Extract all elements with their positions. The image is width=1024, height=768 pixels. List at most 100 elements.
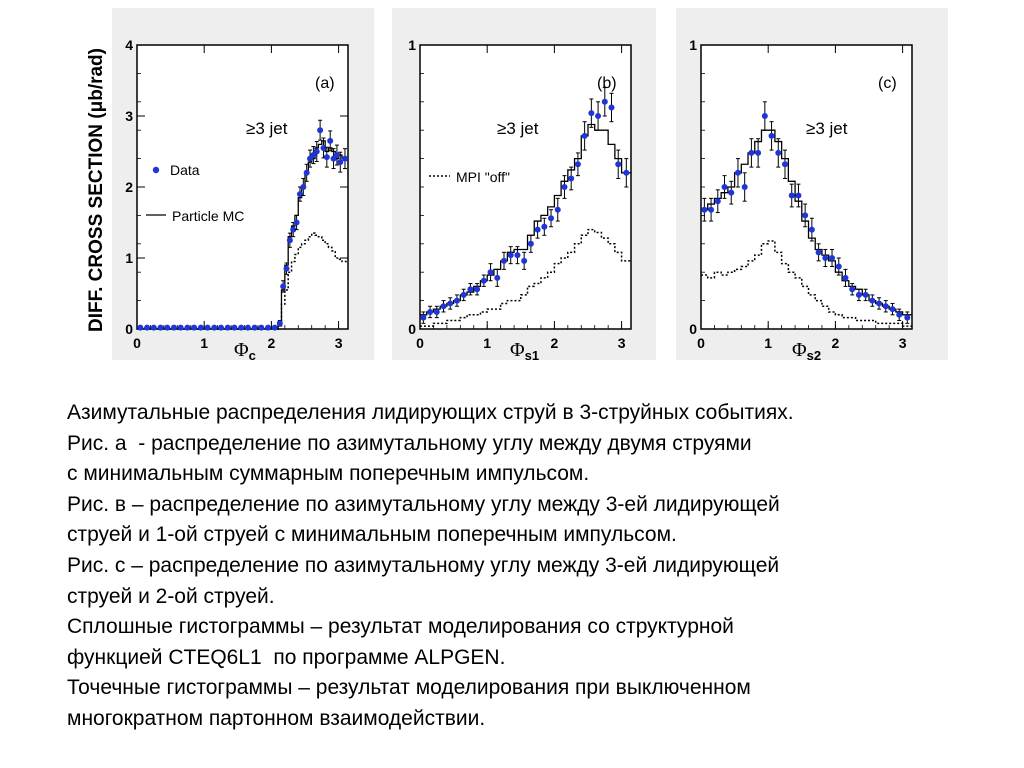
data-point	[795, 192, 802, 199]
x-tick-label: 3	[899, 335, 907, 351]
panel-c-data	[701, 101, 911, 324]
panel-b-frame	[419, 44, 632, 330]
data-point	[842, 274, 849, 281]
y-tick-label: 0	[125, 321, 133, 337]
panel-c-annotation: ≥3 jet	[806, 119, 848, 138]
data-point	[896, 311, 903, 318]
data-point	[320, 144, 327, 151]
data-point	[487, 269, 494, 276]
caption-line: многократном партонном взаимодействии.	[67, 706, 486, 730]
caption-line: Рис. с – распределение по азимутальному …	[67, 553, 780, 577]
panel-b-xlabel-sub: s1	[525, 348, 539, 363]
data-point	[882, 303, 889, 310]
panel-b-annotation: ≥3 jet	[497, 119, 539, 138]
data-point	[480, 277, 487, 284]
data-point	[433, 308, 440, 315]
data-point	[568, 175, 575, 182]
panel-a-ticks: 0 1 2 3 0 1 2 3 4	[125, 37, 348, 351]
data-point	[238, 324, 245, 331]
legend-data-marker	[152, 166, 160, 174]
caption: Азимутальные распределения лидирующих ст…	[67, 398, 1007, 735]
x-tick-label: 2	[267, 335, 275, 351]
data-point	[815, 249, 822, 256]
data-point	[144, 324, 151, 331]
data-point	[849, 286, 856, 293]
panel-c-ticks: 0 1 2 3 0 1	[689, 37, 912, 351]
legend-mc-label: Particle MC	[172, 208, 244, 224]
data-point	[608, 104, 615, 111]
x-tick-label: 0	[697, 335, 705, 351]
panel-c-xlabel-sub: s2	[807, 348, 821, 363]
caption-line: Точечные гистограммы – результат моделир…	[67, 676, 751, 700]
data-point	[164, 324, 171, 331]
panel-c-xlabel: Φs2	[792, 339, 821, 363]
panel-c-mpi-off	[701, 240, 912, 327]
data-point	[420, 314, 427, 321]
data-point	[721, 184, 728, 190]
data-point	[768, 132, 775, 139]
data-point	[829, 255, 836, 261]
data-point	[317, 127, 324, 134]
legend-mpi-off-label: MPI "off"	[456, 169, 510, 185]
data-point	[296, 191, 303, 198]
data-point	[440, 303, 447, 310]
data-point	[623, 169, 630, 176]
data-point	[541, 223, 548, 230]
y-tick-label: 4	[125, 37, 133, 53]
panel-c-mc	[701, 129, 912, 316]
data-point	[150, 324, 157, 331]
mpi-off-histogram	[420, 228, 631, 327]
panel-b-ticks: 0 1 2 3 0 1	[408, 37, 631, 351]
panel-a-frame	[136, 44, 349, 330]
data-point	[554, 206, 561, 213]
panel-a-data	[137, 119, 348, 331]
data-point	[548, 215, 555, 222]
data-point	[701, 206, 708, 213]
x-tick-label: 2	[831, 335, 839, 351]
data-point	[197, 324, 204, 331]
caption-line: струей и 2-ой струей.	[67, 584, 275, 608]
data-point	[313, 148, 320, 155]
data-point	[427, 308, 434, 315]
panel-c-label: (c)	[878, 75, 897, 92]
x-tick-label: 1	[483, 335, 491, 351]
panel-c: 0 1 2 3 0 1 (c) ≥3 jet Φs2	[676, 8, 948, 363]
caption-line: функцией CTEQ6L1 по программе ALPGEN.	[67, 645, 506, 669]
data-point	[271, 324, 278, 331]
x-tick-label: 3	[335, 335, 343, 351]
y-axis-title: DIFF. CROSS SECTION (μb/rad)	[86, 48, 107, 332]
data-point	[714, 198, 721, 205]
panel-a-xlabel-sub: c	[249, 348, 256, 363]
data-point	[521, 257, 528, 264]
panel-a-annotation: ≥3 jet	[246, 119, 288, 138]
y-tick-label: 2	[125, 179, 133, 195]
data-point	[224, 324, 231, 331]
data-point	[507, 252, 514, 259]
data-point	[170, 324, 177, 331]
data-point	[708, 206, 715, 213]
data-point	[734, 169, 741, 176]
panel-b-mpi-off	[420, 228, 631, 327]
data-point	[561, 184, 568, 190]
data-point	[251, 324, 258, 331]
caption-line: с минимальным суммарным поперечным импул…	[67, 462, 590, 486]
mc-histogram	[420, 123, 631, 316]
data-point	[265, 324, 272, 331]
x-tick-label: 1	[764, 335, 772, 351]
data-point	[876, 300, 883, 307]
x-tick-label: 1	[200, 335, 208, 351]
data-point	[775, 149, 782, 156]
x-tick-label: 3	[618, 335, 626, 351]
data-point	[184, 324, 191, 331]
mpi-off-histogram	[701, 240, 912, 327]
panel-b-mc	[420, 123, 631, 316]
y-tick-label: 0	[408, 321, 416, 337]
data-point	[286, 237, 293, 244]
data-point	[303, 169, 310, 176]
data-point	[761, 113, 768, 119]
caption-line: Сплошные гистограммы – результат моделир…	[67, 615, 734, 639]
y-tick-label: 0	[689, 321, 697, 337]
data-point	[137, 324, 144, 331]
data-point	[474, 286, 481, 293]
panel-a-label: (a)	[315, 75, 335, 92]
